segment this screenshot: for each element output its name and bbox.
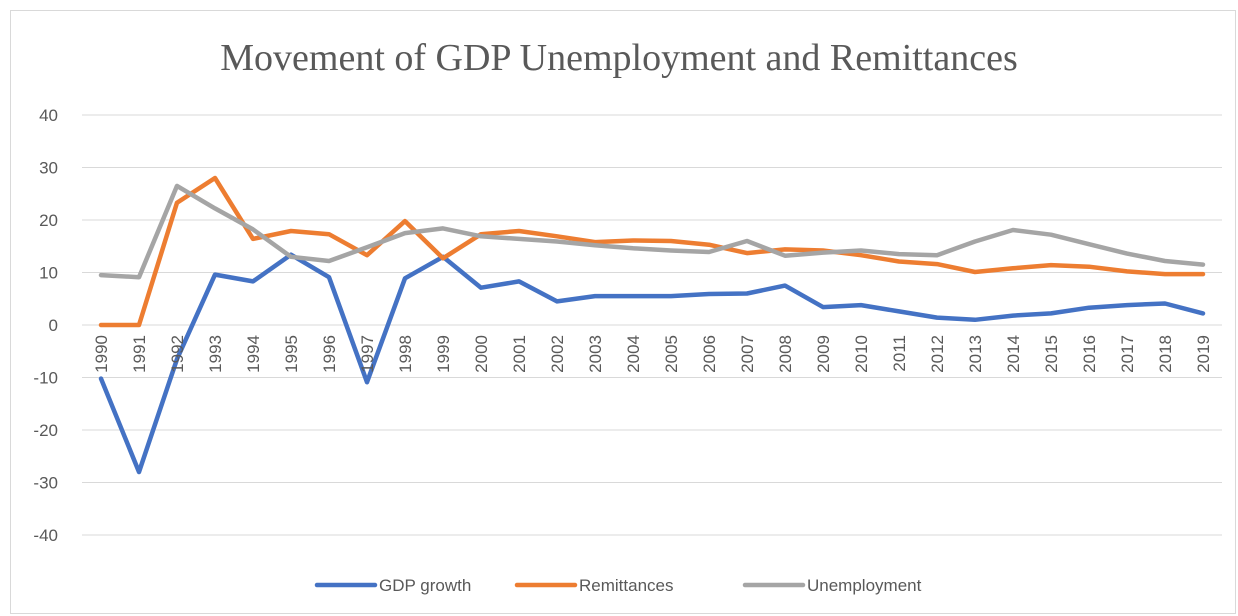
y-tick-label: 0: [49, 316, 58, 335]
x-axis-ticks: 1990 1991 1992 1993 1994 1995 1996 1997 1998 1999…: [92, 335, 1213, 373]
legend: GDP growth Remittances Unemployment: [314, 576, 922, 595]
series-line-remittances: [98, 175, 1206, 328]
y-tick-label: 20: [39, 211, 58, 230]
x-tick-label: 2008: [776, 335, 795, 373]
x-tick-label: 2001: [510, 335, 529, 373]
x-tick-label: 2018: [1156, 335, 1175, 373]
x-tick-label: 2010: [852, 335, 871, 373]
y-axis-ticks: 40 30 20 10 0 -10 -20 -30 -40: [33, 106, 58, 545]
x-tick-label: 1994: [244, 335, 263, 373]
chart-title: Movement of GDP Unemployment and Remitta…: [220, 37, 1018, 79]
x-tick-label: 2002: [548, 335, 567, 373]
x-tick-label: 1999: [434, 335, 453, 373]
legend-label: GDP growth: [379, 576, 471, 595]
x-tick-label: 1992: [168, 335, 187, 373]
y-tick-label: 10: [39, 264, 58, 283]
legend-item: Remittances: [514, 576, 673, 595]
x-tick-label: 2005: [662, 335, 681, 373]
legend-item: GDP growth: [314, 576, 471, 595]
x-tick-label: 2013: [966, 335, 985, 373]
series-lines: [98, 175, 1206, 475]
y-tick-label: -20: [33, 421, 58, 440]
x-tick-label: 2014: [1004, 335, 1023, 373]
x-tick-label: 2000: [472, 335, 491, 373]
x-tick-label: 1997: [358, 335, 377, 373]
series-line-unemployment: [98, 183, 1206, 280]
legend-label: Unemployment: [807, 576, 922, 595]
x-tick-label: 1993: [206, 335, 225, 373]
x-tick-label: 2012: [928, 335, 947, 373]
y-tick-label: -30: [33, 474, 58, 493]
x-tick-label: 1996: [320, 335, 339, 373]
x-tick-label: 2003: [586, 335, 605, 373]
y-tick-label: 30: [39, 159, 58, 178]
x-tick-label: 2006: [700, 335, 719, 373]
x-tick-label: 2007: [738, 335, 757, 373]
x-tick-label: 2016: [1080, 335, 1099, 373]
legend-item: Unemployment: [742, 576, 922, 595]
gridlines: [82, 114, 1222, 536]
x-tick-label: 2017: [1118, 335, 1137, 373]
x-tick-label: 2019: [1194, 335, 1213, 373]
y-tick-label: -10: [33, 369, 58, 388]
x-tick-label: 2015: [1042, 335, 1061, 373]
x-tick-label: 2011: [890, 335, 909, 372]
legend-label: Remittances: [579, 576, 673, 595]
x-tick-label: 2004: [624, 335, 643, 373]
chart-frame: [10, 10, 1236, 614]
x-tick-label: 1991: [130, 335, 149, 373]
y-tick-label: 40: [39, 106, 58, 125]
y-tick-label: -40: [33, 526, 58, 545]
x-tick-label: 2009: [814, 335, 833, 373]
series-line-gdp-growth: [98, 252, 1206, 475]
x-tick-label: 1990: [92, 335, 111, 373]
x-tick-label: 1995: [282, 335, 301, 373]
x-tick-label: 1998: [396, 335, 415, 373]
